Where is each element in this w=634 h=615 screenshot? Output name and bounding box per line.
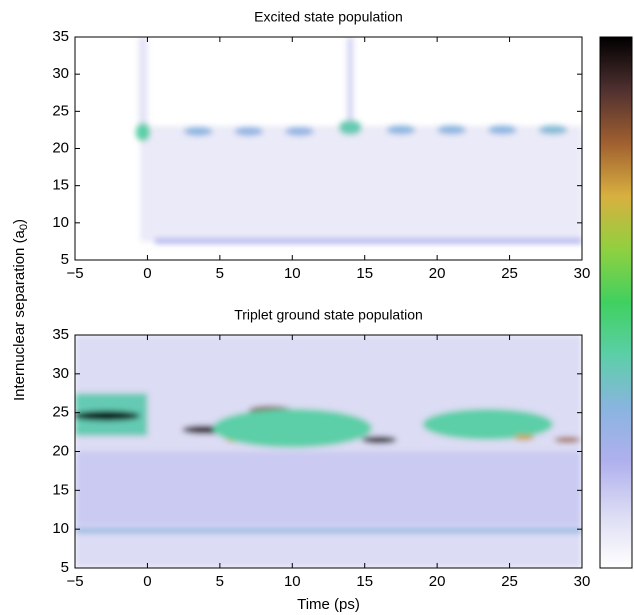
heat-spot	[487, 125, 517, 135]
heat-spot	[361, 436, 397, 444]
y-tick-label: 20	[52, 139, 69, 156]
x-tick-label: 0	[143, 265, 151, 282]
x-axis-label: Time (ps)	[297, 596, 360, 613]
heat-spot	[437, 125, 467, 135]
y-tick-label: 25	[52, 102, 69, 119]
x-tick-label: 5	[216, 265, 224, 282]
colorbar	[599, 36, 633, 569]
heat-spot	[135, 122, 151, 142]
plot-area	[75, 335, 582, 568]
heat-spot	[234, 126, 264, 136]
heat-spot	[285, 126, 315, 136]
x-tick-label: −5	[66, 265, 83, 282]
x-tick-label: −5	[66, 573, 83, 590]
y-tick-label: 15	[52, 481, 69, 498]
x-tick-label: 25	[501, 573, 518, 590]
chart-title: Triplet ground state population	[234, 307, 423, 323]
heat-spot	[212, 408, 372, 448]
y-tick-label: 25	[52, 404, 69, 421]
x-tick-label: 10	[284, 265, 301, 282]
y-axis-label: Internuclear separation (a0)	[11, 219, 30, 401]
heat-region	[154, 238, 582, 244]
x-tick-label: 20	[429, 573, 446, 590]
x-tick-label: 25	[501, 265, 518, 282]
y-tick-label: 35	[52, 326, 69, 343]
y-tick-label: 20	[52, 442, 69, 459]
y-tick-label: 5	[61, 251, 69, 268]
heat-region	[347, 37, 354, 127]
x-tick-label: 20	[429, 265, 446, 282]
heat-spot	[513, 434, 535, 441]
heat-spot	[422, 408, 554, 440]
y-tick-label: 35	[52, 28, 69, 45]
y-tick-label: 30	[52, 365, 69, 382]
heat-spot	[75, 410, 141, 421]
x-tick-label: 0	[143, 573, 151, 590]
x-tick-label: 15	[356, 573, 373, 590]
x-tick-label: 5	[216, 573, 224, 590]
heat-region	[138, 37, 148, 127]
y-tick-label: 10	[52, 214, 69, 231]
heat-region	[75, 528, 582, 534]
plot-area	[75, 37, 582, 260]
x-tick-label: 30	[574, 573, 591, 590]
chart-title: Excited state population	[254, 9, 403, 25]
heat-spot	[183, 126, 213, 136]
heat-spot	[554, 437, 581, 443]
y-tick-label: 10	[52, 520, 69, 537]
heat-layer	[75, 335, 582, 568]
x-tick-label: 15	[356, 265, 373, 282]
x-tick-label: 10	[284, 573, 301, 590]
heat-layer	[135, 37, 582, 244]
heat-spot	[538, 125, 568, 135]
x-tick-label: 30	[574, 265, 591, 282]
heat-region	[140, 126, 582, 242]
heat-region	[75, 451, 582, 526]
heat-spot	[386, 125, 416, 135]
y-tick-label: 15	[52, 177, 69, 194]
heat-spot	[338, 120, 362, 136]
y-tick-label: 5	[61, 559, 69, 576]
y-tick-label: 30	[52, 65, 69, 82]
